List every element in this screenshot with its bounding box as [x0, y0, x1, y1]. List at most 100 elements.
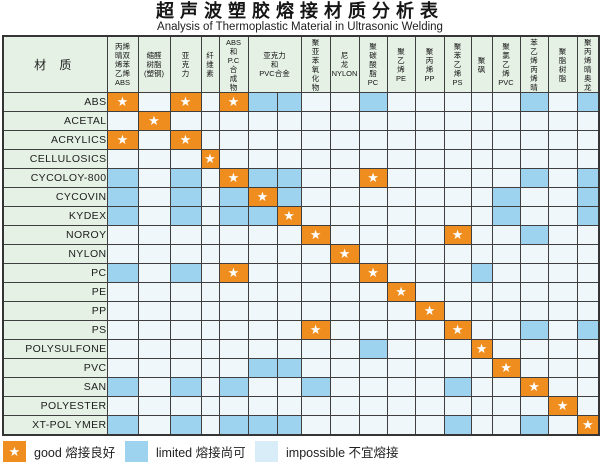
matrix-cell-impossible: [519, 111, 549, 131]
column-header-13: 聚 砜: [470, 35, 493, 93]
matrix-cell-limited: [247, 415, 278, 436]
table-row: ACRYLICS ★ ★: [2, 130, 600, 150]
matrix-cell-impossible: [329, 263, 360, 283]
matrix-cell-limited: [169, 415, 202, 436]
matrix-cell-limited: [358, 92, 388, 112]
matrix-cell-impossible: [443, 396, 472, 416]
matrix-cell-good: ★: [106, 130, 139, 150]
matrix-cell-limited: [106, 168, 139, 188]
row-label: PC: [2, 263, 108, 283]
column-header-16: 聚 脂 树 脂: [547, 35, 578, 93]
matrix-cell-impossible: [576, 130, 600, 150]
matrix-cell-impossible: [519, 301, 549, 321]
matrix-cell-limited: [247, 206, 278, 226]
column-header-15: 苯 乙 烯 丙 烯 晴: [519, 35, 549, 93]
matrix-cell-impossible: [414, 244, 445, 264]
matrix-cell-impossible: [247, 396, 278, 416]
matrix-cell-impossible: [106, 111, 139, 131]
matrix-cell-impossible: [247, 130, 278, 150]
matrix-cell-impossible: [519, 244, 549, 264]
matrix-cell-impossible: [169, 301, 202, 321]
matrix-cell-impossible: [329, 130, 360, 150]
matrix-cell-impossible: [470, 301, 493, 321]
matrix-cell-good: ★: [276, 206, 302, 226]
matrix-cell-impossible: [329, 111, 360, 131]
matrix-cell-impossible: [470, 130, 493, 150]
table-row: SAN ★: [2, 377, 600, 397]
table-row: ABS ★ ★ ★: [2, 92, 600, 112]
matrix-cell-impossible: [443, 130, 472, 150]
matrix-cell-limited: [106, 263, 139, 283]
matrix-cell-impossible: [300, 168, 331, 188]
matrix-cell-limited: [106, 377, 139, 397]
matrix-cell-impossible: [218, 396, 249, 416]
row-label: POLYSULFONE: [2, 339, 108, 359]
star-icon: ★: [451, 322, 464, 337]
matrix-cell-impossible: [247, 377, 278, 397]
table-row: CELLULOSICS ★: [2, 149, 600, 169]
matrix-cell-impossible: [200, 130, 220, 150]
matrix-cell-impossible: [329, 301, 360, 321]
matrix-cell-impossible: [200, 320, 220, 340]
matrix-cell-impossible: [547, 377, 578, 397]
matrix-cell-impossible: [247, 320, 278, 340]
matrix-cell-impossible: [386, 339, 416, 359]
matrix-cell-impossible: [169, 149, 202, 169]
matrix-cell-impossible: [200, 339, 220, 359]
star-icon: ★: [309, 227, 322, 242]
matrix-cell-impossible: [300, 111, 331, 131]
matrix-cell-impossible: [276, 320, 302, 340]
matrix-cell-impossible: [137, 149, 171, 169]
matrix-cell-impossible: [443, 244, 472, 264]
matrix-cell-impossible: [358, 320, 388, 340]
matrix-cell-impossible: [358, 244, 388, 264]
matrix-cell-limited: [218, 187, 249, 207]
matrix-cell-impossible: [247, 111, 278, 131]
matrix-cell-impossible: [386, 111, 416, 131]
matrix-cell-good: ★: [218, 168, 249, 188]
matrix-cell-impossible: [329, 339, 360, 359]
matrix-cell-impossible: [137, 320, 171, 340]
legend-item-limited: limited 熔接尚可: [125, 441, 255, 462]
matrix-cell-impossible: [470, 415, 493, 436]
matrix-cell-impossible: [300, 92, 331, 112]
matrix-cell-limited: [491, 206, 521, 226]
matrix-cell-impossible: [137, 130, 171, 150]
matrix-cell-impossible: [470, 111, 493, 131]
matrix-cell-impossible: [169, 339, 202, 359]
matrix-cell-impossible: [470, 396, 493, 416]
matrix-cell-limited: [106, 187, 139, 207]
matrix-cell-impossible: [200, 111, 220, 131]
matrix-cell-limited: [169, 377, 202, 397]
column-header-9: 聚 碳 酸 脂 PC: [358, 35, 388, 93]
star-icon: ★: [227, 170, 240, 185]
matrix-cell-impossible: [576, 111, 600, 131]
matrix-cell-impossible: [470, 377, 493, 397]
matrix-cell-impossible: [218, 358, 249, 378]
matrix-cell-impossible: [218, 244, 249, 264]
column-header-14: 聚 氯 乙 烯 PVC: [491, 35, 521, 93]
star-icon: ★: [528, 379, 540, 394]
matrix-cell-impossible: [276, 225, 302, 245]
matrix-cell-good: ★: [200, 149, 220, 169]
matrix-cell-good: ★: [169, 130, 202, 150]
row-label: ACETAL: [2, 111, 108, 131]
corner-label: 材 质: [2, 35, 108, 93]
matrix-cell-limited: [218, 206, 249, 226]
row-label: PS: [2, 320, 108, 340]
matrix-cell-impossible: [470, 92, 493, 112]
matrix-cell-impossible: [491, 225, 521, 245]
matrix-cell-impossible: [169, 320, 202, 340]
table-row: POLYESTER ★: [2, 396, 600, 416]
matrix-cell-impossible: [443, 206, 472, 226]
matrix-cell-impossible: [106, 225, 139, 245]
matrix-cell-limited: [300, 377, 331, 397]
table-row: XT-POL YMER ★: [2, 415, 600, 436]
matrix-cell-impossible: [386, 415, 416, 436]
star-icon: ★: [556, 398, 569, 413]
matrix-cell-impossible: [200, 358, 220, 378]
matrix-cell-impossible: [491, 168, 521, 188]
matrix-cell-impossible: [519, 130, 549, 150]
matrix-cell-good: ★: [547, 396, 578, 416]
